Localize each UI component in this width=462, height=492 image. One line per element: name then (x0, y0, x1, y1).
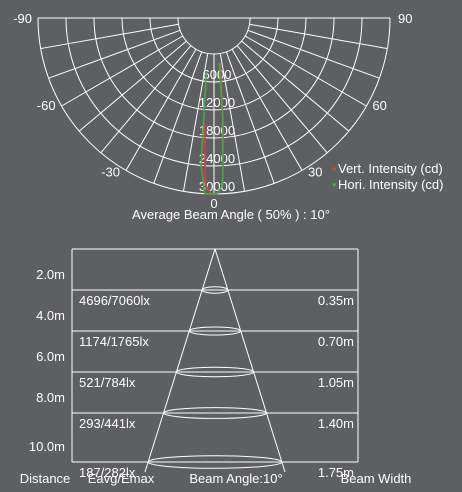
polar-spoke (78, 40, 187, 132)
polar-angle-label: 60 (372, 98, 386, 113)
legend-marker: • (332, 177, 337, 192)
polar-spoke (153, 51, 203, 184)
polar-angle-label: 30 (308, 164, 322, 179)
polar-radial-label: 12000 (199, 95, 235, 110)
beam-cone-right (214, 248, 286, 473)
beam-ellipse (201, 286, 229, 294)
polar-spoke (247, 29, 380, 79)
beam-ellipse (188, 326, 242, 336)
legend-label: Vert. Intensity (cd) (338, 161, 443, 176)
polar-spoke (100, 45, 192, 154)
distance-label: 4.0m (36, 308, 65, 323)
polar-spoke (61, 35, 184, 107)
header-beam-width: Beam Width (341, 471, 412, 486)
distance-label: 10.0m (29, 439, 65, 454)
distance-label: 8.0m (36, 390, 65, 405)
polar-spoke (225, 51, 275, 184)
beam-width-value: 1.40m (318, 416, 354, 431)
polar-spoke (236, 45, 328, 154)
beam-ellipse (147, 455, 283, 469)
polar-angle-label: -90 (13, 11, 32, 26)
beam-width-value: 1.75m (318, 465, 354, 480)
polar-angle-label: -60 (37, 98, 56, 113)
beam-width-value: 0.35m (318, 293, 354, 308)
polar-spoke (231, 48, 303, 171)
eavg-emax-value: 293/441lx (79, 416, 136, 431)
eavg-emax-value: 187/282lx (79, 465, 136, 480)
header-beam-angle: Beam Angle:10° (189, 471, 282, 486)
polar-ring-arc (177, 17, 251, 55)
polar-spoke (182, 53, 209, 192)
beam-ellipse (175, 366, 255, 378)
legend-marker: • (332, 161, 337, 176)
polar-spoke (249, 23, 388, 50)
illuminance-table: 2.0m 4696/7060lx 0.35m 4.0m 1174/1765lx 0.70m… (29, 248, 359, 480)
eavg-emax-value: 1174/1765lx (79, 334, 149, 349)
beam-ellipse (163, 407, 267, 419)
polar-angle-label: 0 (210, 196, 217, 211)
polar-spoke (125, 48, 197, 171)
polar-spoke (241, 40, 350, 132)
beam-cone-left (144, 248, 216, 473)
eavg-emax-value: 4696/7060lx (79, 293, 150, 308)
eavg-emax-value: 521/784lx (79, 375, 136, 390)
legend-label: Hori. Intensity (cd) (338, 177, 443, 192)
polar-legend: • Vert. Intensity (cd)• Hori. Intensity (c… (332, 161, 443, 192)
intensity-curve (200, 62, 224, 195)
distance-label: 6.0m (36, 349, 65, 364)
polar-radial-label: 18000 (199, 123, 235, 138)
polar-spoke (40, 23, 179, 50)
polar-spoke (48, 29, 181, 79)
polar-radial-label: 6000 (203, 67, 232, 82)
header-eavg-emax: Eavg/Emax (88, 471, 155, 486)
polar-spoke (244, 35, 367, 107)
beam-width-value: 1.05m (318, 375, 354, 390)
polar-angle-label: -30 (101, 164, 120, 179)
polar-angle-label: 90 (398, 11, 412, 26)
polar-spoke (219, 53, 246, 192)
distance-label: 2.0m (36, 267, 65, 282)
beam-angle-caption: Average Beam Angle ( 50% ) : 10° (132, 207, 330, 222)
beam-width-value: 0.70m (318, 334, 354, 349)
polar-radial-label: 24000 (199, 151, 235, 166)
header-distance: Distance (20, 471, 71, 486)
